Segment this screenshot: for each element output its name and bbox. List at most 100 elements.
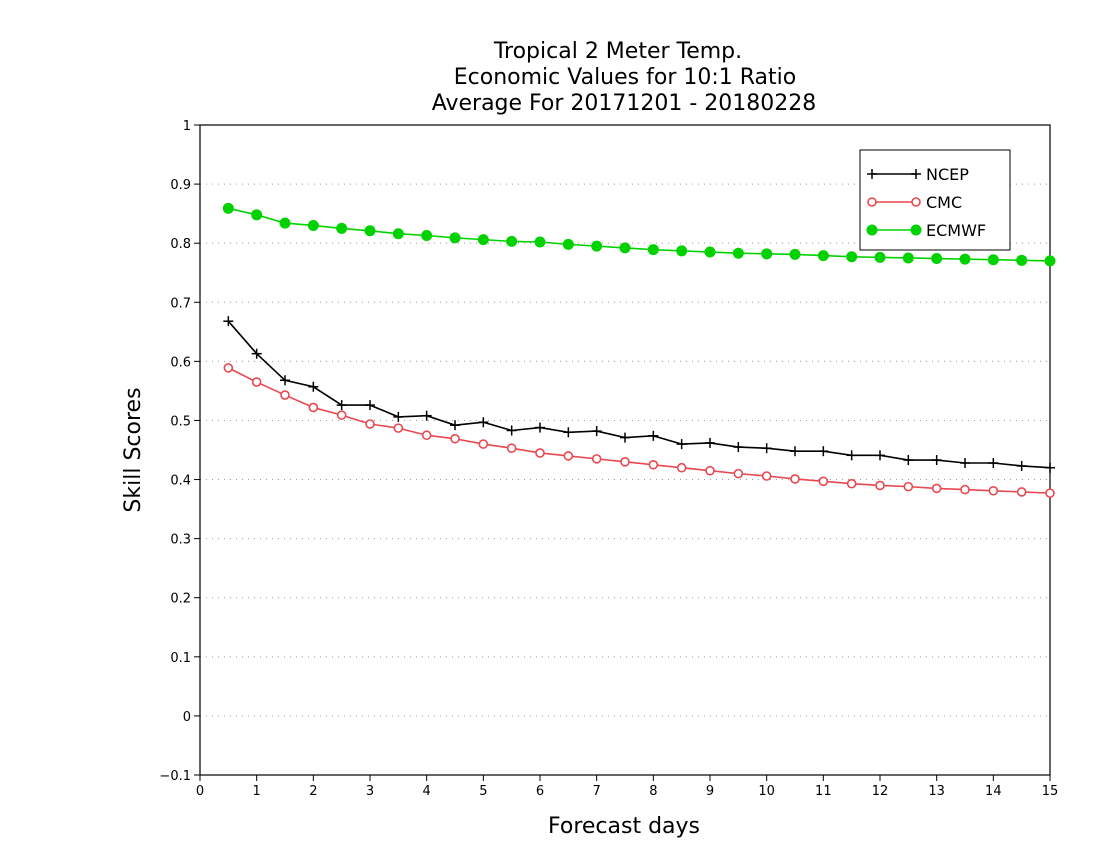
x-tick-label: 12 [872, 784, 889, 799]
data-point-ecmwf [874, 251, 886, 263]
data-point-ecmwf [506, 235, 518, 247]
x-tick-label: 6 [536, 784, 544, 799]
series-ecmwf [222, 202, 1056, 267]
x-tick-label: 10 [758, 784, 775, 799]
data-point-ecmwf [931, 253, 943, 265]
data-point-ncep [591, 426, 602, 437]
data-point-cmc [620, 457, 630, 467]
data-point-cmc [676, 462, 687, 473]
legend-marker-ncep [911, 169, 921, 179]
data-point-ncep [1045, 462, 1055, 473]
data-point-ecmwf [676, 245, 688, 257]
data-point-ecmwf [222, 202, 234, 214]
data-point-ncep [336, 400, 347, 411]
data-point-cmc [506, 443, 517, 454]
y-tick-label: 0.4 [170, 474, 191, 489]
x-tick-label: 0 [196, 784, 204, 799]
data-point-ncep [506, 425, 517, 436]
data-point-cmc [648, 459, 659, 470]
legend: NCEP CMC ECMWF [859, 149, 1011, 251]
legend-marker-ncep [867, 169, 877, 179]
legend-marker-cmc [911, 197, 921, 207]
data-point-ncep [393, 411, 404, 422]
plot-area-frame [199, 124, 1051, 776]
data-point-cmc [393, 423, 404, 433]
data-point-ecmwf [279, 217, 291, 229]
legend-marker-ecmwf [910, 224, 922, 236]
data-point-ncep [563, 427, 574, 438]
legend-label-ncep: NCEP [926, 165, 969, 184]
data-point-ecmwf [761, 248, 773, 260]
data-point-ecmwf [647, 244, 659, 256]
data-point-ncep [251, 348, 262, 359]
data-point-cmc [1016, 487, 1027, 497]
y-axis-ticks: −0.1 0 0.1 0.2 0.3 0.4 0.5 0.6 0.7 0.8 0.9 1 [159, 119, 200, 784]
x-tick-label: 14 [985, 784, 1002, 799]
data-point-ncep [818, 446, 829, 457]
data-point-ecmwf [421, 230, 433, 241]
y-tick-label: 0 [183, 710, 191, 725]
data-point-cmc [308, 402, 319, 413]
x-tick-label: 3 [366, 784, 374, 799]
data-point-ncep [875, 450, 885, 461]
data-point-ncep [478, 417, 489, 428]
data-point-ncep [903, 455, 914, 466]
data-point-ecmwf [251, 209, 263, 221]
chart-title-line-2: Economic Values for 10:1 Ratio [454, 65, 796, 90]
y-tick-label: −0.1 [159, 769, 191, 784]
data-point-ecmwf [704, 246, 716, 258]
data-point-ncep [705, 437, 715, 448]
y-tick-label: 0.5 [170, 414, 191, 429]
data-point-ncep [648, 430, 659, 441]
data-point-cmc [535, 448, 545, 458]
data-point-ecmwf [789, 248, 801, 260]
data-point-ncep [931, 455, 942, 466]
series-ncep [223, 316, 1055, 473]
legend-item-ecmwf: ECMWF [866, 221, 986, 240]
data-point-ecmwf [732, 247, 744, 259]
data-point-ncep [620, 432, 630, 443]
data-point-ecmwf [1016, 254, 1028, 266]
data-point-cmc [761, 471, 772, 481]
data-point-ncep [960, 458, 970, 468]
data-point-ecmwf [562, 238, 574, 250]
data-point-cmc [903, 481, 914, 492]
legend-label-cmc: CMC [926, 193, 962, 212]
data-point-ncep [365, 400, 375, 411]
data-point-ncep [733, 442, 744, 453]
data-point-cmc [705, 465, 715, 476]
data-point-ecmwf [987, 254, 999, 266]
y-tick-label: 0.7 [170, 296, 191, 311]
data-point-ncep [846, 450, 857, 461]
data-point-ecmwf [591, 240, 603, 252]
legend-marker-cmc [867, 197, 877, 207]
data-point-cmc [223, 363, 234, 373]
data-point-ncep [280, 375, 290, 386]
chart-title: Tropical 2 Meter Temp. Economic Values f… [432, 39, 817, 116]
x-tick-label: 13 [928, 784, 945, 799]
data-point-cmc [988, 485, 999, 496]
data-point-cmc [421, 430, 432, 441]
data-point-ncep [450, 420, 460, 431]
data-point-ecmwf [846, 251, 858, 263]
legend-box [859, 149, 1011, 251]
data-point-ncep [676, 439, 687, 450]
data-point-cmc [1045, 488, 1055, 498]
x-tick-label: 7 [593, 784, 601, 799]
series-line-ncep [227, 320, 1051, 469]
data-point-cmc [450, 433, 460, 444]
y-tick-label: 0.9 [170, 178, 191, 193]
data-point-ecmwf [307, 219, 319, 231]
y-tick-label: 1 [183, 119, 191, 134]
grid-lines [200, 183, 1050, 717]
plot-frame [199, 124, 1051, 776]
x-tick-label: 9 [706, 784, 714, 799]
data-point-cmc [846, 478, 857, 489]
data-point-ncep [308, 381, 319, 392]
series-cmc [223, 363, 1055, 498]
chart-title-line-1: Tropical 2 Meter Temp. [493, 39, 742, 64]
data-point-cmc [818, 476, 829, 487]
data-point-cmc [478, 439, 489, 449]
data-point-ncep [761, 443, 772, 454]
